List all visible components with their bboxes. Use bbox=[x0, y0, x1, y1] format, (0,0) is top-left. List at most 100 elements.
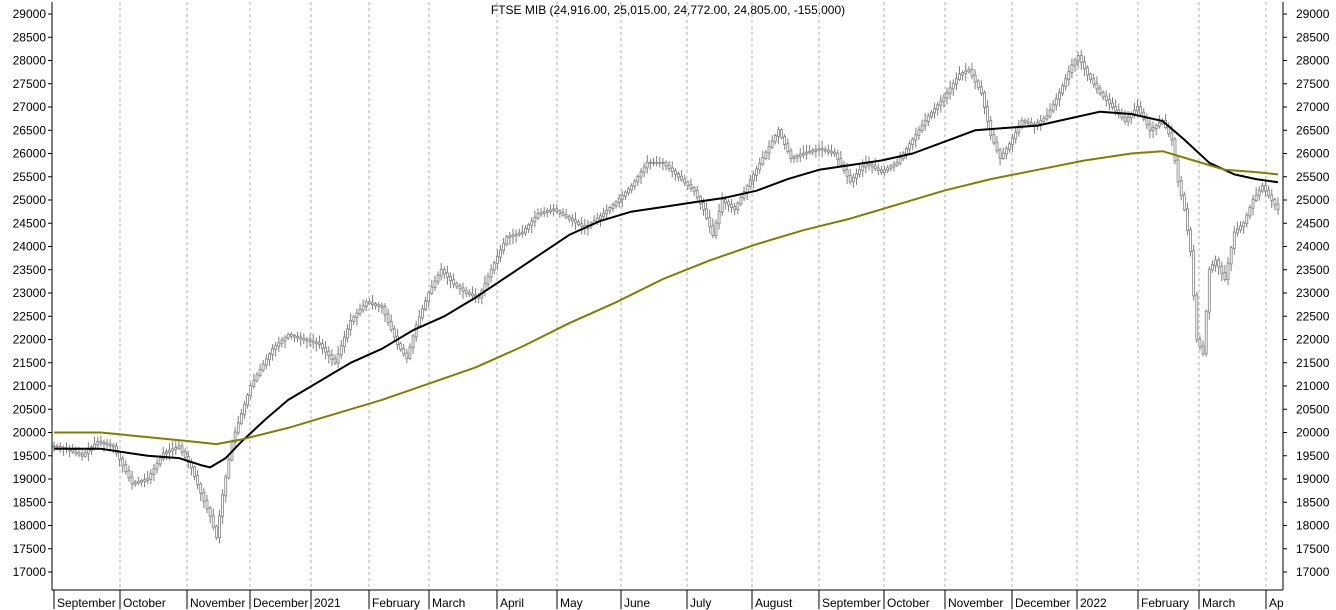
y-tick-label-left: 20000 bbox=[13, 426, 47, 440]
price-candle-body bbox=[905, 147, 908, 155]
price-candle-body bbox=[458, 285, 462, 290]
price-candle-body bbox=[1239, 225, 1242, 231]
price-candle-body bbox=[152, 467, 156, 475]
price-candle-body bbox=[855, 173, 858, 179]
price-candle-body bbox=[414, 324, 418, 338]
price-candle-body bbox=[917, 129, 921, 136]
price-candle-body bbox=[1107, 99, 1111, 105]
price-candle-body bbox=[752, 174, 755, 182]
price-candle-body bbox=[961, 72, 965, 76]
price-candle-body bbox=[842, 163, 846, 172]
month-label: April bbox=[500, 596, 524, 610]
price-candle-body bbox=[105, 442, 109, 446]
price-candle-body bbox=[898, 157, 902, 164]
month-label: November bbox=[190, 596, 245, 610]
y-tick-label-right: 17500 bbox=[1296, 542, 1330, 556]
price-candle-body bbox=[748, 179, 752, 187]
price-candle-body bbox=[93, 443, 96, 449]
y-tick-label-left: 20500 bbox=[13, 402, 47, 416]
month-label: August bbox=[755, 596, 793, 610]
price-candle-body bbox=[848, 174, 852, 183]
price-candle-body bbox=[449, 275, 452, 282]
y-tick-label-right: 20000 bbox=[1296, 426, 1330, 440]
price-candle-body bbox=[727, 201, 730, 206]
price-candle-body bbox=[811, 149, 815, 153]
month-label: September bbox=[57, 596, 116, 610]
chart-title: FTSE MIB (24,916.00, 25,015.00, 24,772.0… bbox=[491, 3, 845, 17]
y-tick-label-left: 23500 bbox=[13, 263, 47, 277]
price-candle-body bbox=[499, 249, 502, 258]
price-candle-body bbox=[327, 350, 331, 357]
y-tick-label-right: 20500 bbox=[1296, 402, 1330, 416]
price-candle-body bbox=[1248, 206, 1252, 217]
plot-series bbox=[52, 49, 1280, 544]
price-candle-body bbox=[83, 452, 87, 457]
month-label: 2021 bbox=[314, 596, 341, 610]
price-candle-body bbox=[520, 231, 524, 235]
y-tick-label-right: 22500 bbox=[1296, 309, 1330, 323]
price-candle-body bbox=[130, 476, 134, 485]
price-candle-body bbox=[658, 161, 662, 164]
price-candle-body bbox=[602, 212, 605, 218]
y-tick-label-right: 22000 bbox=[1296, 333, 1330, 347]
price-candle-body bbox=[777, 129, 780, 137]
price-candle-body bbox=[271, 347, 274, 355]
price-candle-body bbox=[992, 134, 996, 144]
price-candle-body bbox=[71, 449, 75, 453]
price-candle-body bbox=[424, 300, 427, 311]
price-candle-body bbox=[115, 445, 118, 454]
price-candle-body bbox=[986, 106, 990, 122]
price-candle-body bbox=[826, 149, 830, 153]
price-candle-body bbox=[186, 456, 190, 464]
price-candle-body bbox=[283, 336, 287, 342]
price-candle-body bbox=[336, 353, 340, 364]
price-candle-body bbox=[1101, 92, 1105, 98]
y-tick-label-right: 21500 bbox=[1296, 356, 1330, 370]
y-tick-label-right: 26000 bbox=[1296, 147, 1330, 161]
price-candle-body bbox=[773, 134, 777, 143]
price-candle-body bbox=[86, 449, 90, 454]
price-candle-body bbox=[168, 449, 171, 453]
price-candle-body bbox=[127, 470, 131, 479]
price-candle-body bbox=[630, 185, 634, 191]
price-candle-body bbox=[767, 146, 771, 154]
price-candle-body bbox=[936, 104, 940, 110]
price-candle-body bbox=[255, 374, 259, 382]
price-candle-body bbox=[411, 335, 415, 349]
price-candle-body bbox=[199, 483, 203, 494]
price-candle-body bbox=[417, 316, 421, 327]
price-candle-body bbox=[973, 74, 977, 83]
price-candle-body bbox=[302, 337, 306, 341]
price-candle-body bbox=[1251, 199, 1255, 209]
price-candle-body bbox=[648, 161, 652, 164]
price-candle-body bbox=[1054, 97, 1058, 106]
price-candle-body bbox=[633, 180, 637, 187]
y-tick-label-left: 28000 bbox=[13, 54, 47, 68]
price-candle-body bbox=[830, 150, 833, 154]
price-candle-body bbox=[158, 457, 162, 465]
price-candle-body bbox=[452, 279, 456, 285]
price-candle-body bbox=[920, 124, 924, 132]
month-label: July bbox=[690, 596, 711, 610]
y-tick-label-right: 18000 bbox=[1296, 519, 1330, 533]
y-axis-right-ticks: 17000 17500 18000 18500 19000 19500 20000 20500… bbox=[1283, 7, 1330, 579]
price-candle-body bbox=[517, 232, 521, 236]
price-candle-body bbox=[567, 215, 571, 220]
x-axis-month-labels: September October November December 2021 Febr… bbox=[53, 590, 1284, 610]
price-candle-body bbox=[836, 152, 840, 160]
y-tick-label-right: 29000 bbox=[1296, 7, 1330, 21]
price-candle-body bbox=[933, 107, 936, 114]
price-candle-body bbox=[405, 352, 409, 359]
price-candle-body bbox=[702, 202, 705, 211]
price-candle-body bbox=[324, 347, 328, 353]
price-candle-body bbox=[286, 333, 290, 339]
price-candle-body bbox=[780, 129, 783, 139]
y-axis-left-ticks: 17000 17500 18000 18500 19000 19500 20000 20500… bbox=[13, 7, 52, 579]
price-candle-body bbox=[261, 363, 265, 371]
y-tick-label-left: 29000 bbox=[13, 7, 47, 21]
price-candle-body bbox=[99, 440, 103, 444]
price-candle-body bbox=[174, 446, 178, 451]
price-candle-body bbox=[305, 338, 309, 342]
y-tick-label-left: 19500 bbox=[13, 449, 47, 463]
